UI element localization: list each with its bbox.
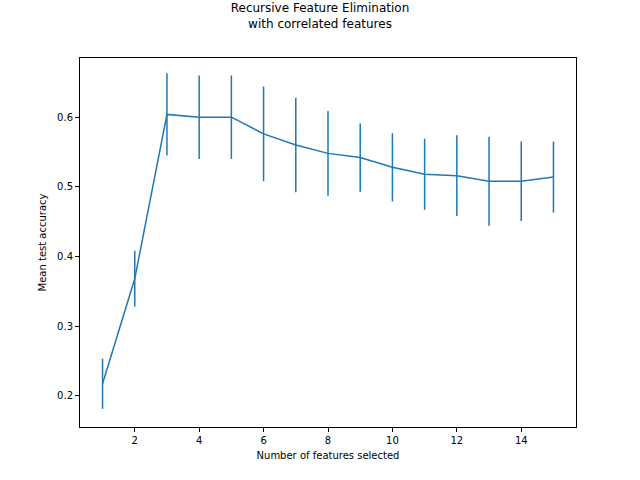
svg-text:0.5: 0.5: [57, 181, 73, 192]
svg-text:8: 8: [325, 435, 331, 446]
svg-text:6: 6: [260, 435, 266, 446]
svg-text:10: 10: [386, 435, 399, 446]
svg-text:2: 2: [132, 435, 138, 446]
svg-text:Recursive Feature Eliminationw: Recursive Feature Eliminationwith correl…: [231, 1, 410, 31]
svg-text:12: 12: [450, 435, 463, 446]
svg-text:0.6: 0.6: [57, 112, 73, 123]
svg-text:0.2: 0.2: [57, 390, 73, 401]
svg-text:Number of features selected: Number of features selected: [257, 450, 400, 461]
svg-text:0.3: 0.3: [57, 321, 73, 332]
svg-text:0.4: 0.4: [57, 251, 73, 262]
svg-text:14: 14: [515, 435, 528, 446]
svg-text:Mean test accuracy: Mean test accuracy: [37, 193, 48, 291]
svg-text:4: 4: [196, 435, 202, 446]
